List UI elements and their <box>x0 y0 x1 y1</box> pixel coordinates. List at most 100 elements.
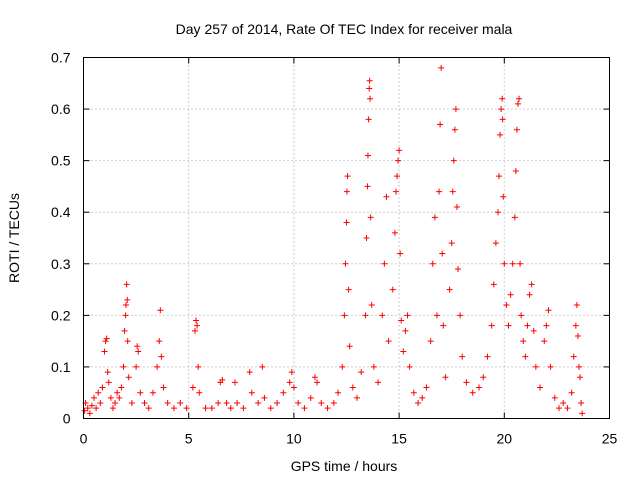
y-tick-label: 0.7 <box>51 50 71 66</box>
data-point <box>455 265 462 272</box>
data-point <box>367 95 374 102</box>
data-point <box>145 405 152 412</box>
data-point <box>518 312 525 319</box>
data-point <box>118 384 125 391</box>
y-tick-label: 0.1 <box>51 359 71 375</box>
data-point <box>123 281 130 288</box>
data-point <box>112 400 119 407</box>
data-point <box>410 389 417 396</box>
data-point <box>522 353 529 360</box>
data-point <box>134 343 141 350</box>
data-point <box>91 394 98 401</box>
data-point <box>295 400 302 407</box>
x-tick-label: 25 <box>602 431 618 447</box>
data-point <box>231 379 238 386</box>
data-point <box>97 400 104 407</box>
data-point <box>450 157 457 164</box>
data-point <box>368 302 375 309</box>
data-point <box>274 400 281 407</box>
data-point <box>154 363 161 370</box>
data-point <box>379 312 386 319</box>
data-point <box>551 394 558 401</box>
data-point <box>255 400 262 407</box>
data-point <box>116 394 123 401</box>
data-point <box>343 188 350 195</box>
data-point <box>564 405 571 412</box>
data-point <box>427 338 434 345</box>
data-point <box>286 379 293 386</box>
data-point <box>160 384 167 391</box>
data-point <box>501 260 508 267</box>
data-point <box>383 193 390 200</box>
y-axis-label: ROTI / TECUs <box>6 193 22 283</box>
data-point <box>114 389 121 396</box>
data-point <box>99 384 106 391</box>
data-point <box>543 322 550 329</box>
data-point <box>81 407 88 414</box>
data-point <box>530 327 537 334</box>
data-point <box>164 400 171 407</box>
data-point <box>429 260 436 267</box>
data-point <box>128 400 135 407</box>
data-point <box>125 374 132 381</box>
data-point <box>397 250 404 257</box>
data-point <box>402 327 409 334</box>
data-point <box>385 338 392 345</box>
data-point <box>547 363 554 370</box>
data-point <box>363 235 370 241</box>
data-point <box>494 209 501 216</box>
data-point <box>446 286 453 293</box>
data-point <box>103 335 110 342</box>
data-point <box>528 281 535 288</box>
data-point <box>183 405 190 412</box>
data-point <box>223 400 230 407</box>
data-point <box>364 183 371 190</box>
data-point <box>318 400 325 407</box>
data-point <box>396 147 403 154</box>
data-point <box>156 338 163 345</box>
y-tick-label: 0.2 <box>51 307 71 323</box>
data-point <box>366 85 373 92</box>
data-point <box>415 400 422 407</box>
data-point <box>575 363 582 370</box>
data-point <box>196 389 203 396</box>
data-point <box>288 369 295 376</box>
data-point <box>463 379 470 386</box>
y-tick-label: 0 <box>63 411 71 427</box>
data-point <box>419 394 426 401</box>
data-point <box>509 260 516 267</box>
data-point <box>375 379 382 386</box>
data-point <box>469 389 476 396</box>
data-point <box>280 389 287 396</box>
data-point <box>248 389 255 396</box>
data-point <box>451 126 458 133</box>
data-point <box>389 286 396 293</box>
data-point <box>433 312 440 319</box>
plot-frame <box>83 57 610 419</box>
data-point <box>124 296 131 303</box>
data-point <box>440 322 447 329</box>
data-point <box>572 322 579 329</box>
data-point <box>234 400 241 407</box>
data-point <box>490 281 497 288</box>
data-point <box>346 343 353 350</box>
data-point <box>141 400 148 407</box>
data-point <box>202 405 209 412</box>
data-point <box>513 126 520 133</box>
y-axis-ticks: 0 0.1 0.2 0.3 0.4 0.5 0.6 0.7 <box>51 50 610 427</box>
data-point <box>88 402 95 409</box>
data-point <box>267 405 274 412</box>
data-point <box>574 332 581 339</box>
data-point <box>101 348 108 355</box>
y-tick-label: 0.3 <box>51 256 71 272</box>
data-point <box>579 410 586 417</box>
data-point <box>459 353 466 360</box>
data-point <box>532 363 539 370</box>
data-point <box>578 400 585 407</box>
data-point <box>480 374 487 381</box>
data-point <box>365 116 372 123</box>
x-tick-label: 5 <box>185 431 193 447</box>
data-point <box>135 348 142 355</box>
data-point <box>431 214 438 221</box>
data-point <box>105 379 112 386</box>
